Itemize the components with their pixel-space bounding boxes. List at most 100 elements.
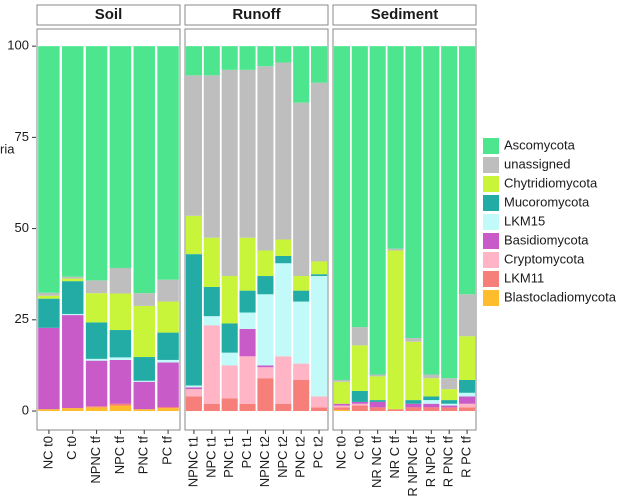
bar-segment [221, 365, 238, 399]
bar-segment [133, 381, 155, 410]
bar-segment [62, 408, 84, 412]
y-tick-label: 100 [7, 38, 29, 53]
strip-label: Soil [95, 6, 123, 23]
bar-segment [441, 403, 458, 406]
bar-segment [351, 327, 368, 346]
bar-segment [62, 278, 84, 282]
bar-segment [441, 378, 458, 390]
bar-segment [239, 328, 256, 357]
x-tick-label: C t0 [64, 436, 79, 460]
bar-segment [62, 281, 84, 314]
bar-segment [109, 359, 132, 404]
bar-segment [221, 398, 238, 412]
bar-segment [423, 46, 440, 375]
bar-segment [157, 359, 179, 363]
x-tick-label: NR C tf [387, 436, 402, 479]
bar-segment [405, 338, 422, 342]
bar-segment [203, 46, 220, 76]
legend-label: Ascomycota [504, 137, 576, 152]
x-tick-label: PC t2 [311, 436, 326, 469]
bar-segment [221, 46, 238, 70]
y-tick-label: 25 [15, 311, 29, 326]
bar-segment [38, 46, 60, 293]
bar-segment [85, 46, 108, 281]
bar-segment [423, 374, 440, 379]
bar-segment [185, 387, 202, 390]
bar-segment [239, 403, 256, 412]
bar-segment [257, 46, 274, 67]
bar-segment [351, 401, 368, 404]
bar-segment [38, 327, 60, 410]
bar-segment [293, 102, 310, 277]
bar-segment [85, 407, 108, 412]
bar-segment [459, 336, 476, 381]
bar-segment [133, 46, 155, 294]
bar-segment [257, 66, 274, 251]
strip [36, 4, 181, 26]
x-tick-label: NPNC tf [88, 436, 103, 484]
x-tick-label: PNC t1 [221, 436, 236, 478]
bar-segment [239, 69, 256, 238]
bar-segment [239, 237, 256, 291]
bar-segment [333, 407, 350, 410]
bar-segment [221, 276, 238, 324]
bar-segment [333, 409, 350, 412]
bar-segment [221, 69, 238, 277]
bar-segment [239, 356, 256, 404]
bar-segment [441, 46, 458, 379]
x-tick-label: NPNC t1 [185, 436, 200, 487]
bar-segment [38, 295, 60, 299]
strip [184, 4, 329, 26]
bar-segment [441, 405, 458, 408]
bar-segment [333, 380, 350, 382]
y-tick-label: 0 [22, 402, 29, 417]
bar-segment [333, 405, 350, 408]
bar-segment [387, 409, 404, 412]
bar-segment [38, 292, 60, 296]
bar-segment [185, 389, 202, 397]
legend-label: LKM11 [504, 270, 544, 285]
bar-segment [185, 396, 202, 412]
bar-segment [203, 237, 220, 287]
bar-segment [275, 46, 292, 63]
bar-segment [203, 286, 220, 317]
legend-swatch [483, 271, 499, 287]
bar-segment [38, 409, 60, 412]
x-tick-label: R PC tf [459, 436, 474, 478]
bar-segment [157, 407, 179, 409]
x-tick-label: PNC t2 [293, 436, 308, 478]
bar-segment [257, 365, 274, 368]
bar-segment [405, 341, 422, 401]
bar-segment [459, 403, 476, 408]
bar-segment [351, 345, 368, 391]
bar-segment [459, 392, 476, 397]
bar-segment [257, 367, 274, 379]
bar-segment [311, 407, 328, 412]
bar-segment [275, 239, 292, 256]
bar-segment [85, 293, 108, 323]
bar-segment [423, 396, 440, 401]
bar-segment [109, 46, 132, 268]
bar-segment [157, 408, 179, 412]
x-tick-label: PC tf [160, 436, 175, 465]
legend-swatch [483, 214, 499, 230]
bar-segment [257, 294, 274, 366]
legend-label: Basidiomycota [504, 232, 589, 247]
bar-segment [293, 290, 310, 302]
x-tick-label: C t0 [351, 436, 366, 460]
bar-segment [459, 396, 476, 404]
legend-label: Cryptomycota [504, 251, 585, 266]
bar-segment [387, 250, 404, 410]
bar-segment [85, 406, 108, 408]
bar-segment [423, 400, 440, 404]
bar-segment [311, 396, 328, 408]
bar-segment [157, 301, 179, 333]
bar-segment [459, 294, 476, 337]
bar-segment [459, 407, 476, 412]
bar-segment [405, 46, 422, 339]
bar-segment [369, 407, 386, 412]
bar-segment [351, 405, 368, 412]
bar-segment [351, 390, 368, 402]
legend-swatch [483, 290, 499, 306]
